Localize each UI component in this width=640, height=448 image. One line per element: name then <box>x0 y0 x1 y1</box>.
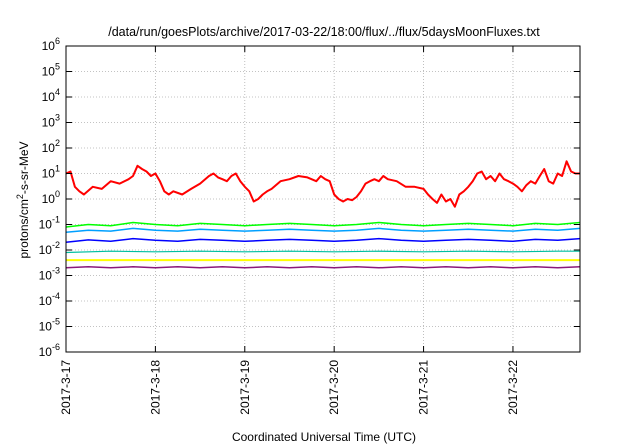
y-tick-label-exp: -2 <box>52 240 60 250</box>
axis-tick-labels: 10610510410310210110010-110-210-310-410-… <box>39 36 520 415</box>
y-tick-label-exp: -5 <box>52 317 60 327</box>
axis-ticks <box>65 45 580 353</box>
series-lines <box>65 160 581 269</box>
y-tick-label-base: 10 <box>39 345 53 359</box>
y-tick-label-exp: 1 <box>55 164 60 174</box>
y-tick-label: 102 <box>42 138 60 155</box>
y-tick-label-base: 10 <box>42 141 56 155</box>
y-tick-label-base: 10 <box>39 243 53 257</box>
y-tick-label: 103 <box>42 113 60 130</box>
y-tick-label: 106 <box>42 36 60 53</box>
y-tick-label: 101 <box>42 164 60 181</box>
series-line-4 <box>65 250 580 254</box>
y-tick-label: 10-2 <box>39 240 60 257</box>
x-tick-label: 2017-3-20 <box>327 360 341 415</box>
y-tick-label-base: 10 <box>39 294 53 308</box>
series-line-6 <box>65 266 581 269</box>
y-tick-label-base: 10 <box>42 39 56 53</box>
y-tick-label-exp: -6 <box>52 342 60 352</box>
y-tick-label-exp: 2 <box>55 138 60 148</box>
y-tick-label-exp: 3 <box>55 113 60 123</box>
y-tick-label-base: 10 <box>39 320 53 334</box>
y-tick-label: 10-1 <box>39 215 60 232</box>
y-tick-label: 105 <box>42 62 60 79</box>
y-tick-label-base: 10 <box>42 167 56 181</box>
y-tick-label-base: 10 <box>39 269 53 283</box>
y-tick-label-exp: -4 <box>52 291 60 301</box>
y-tick-label: 10-5 <box>39 317 60 334</box>
y-tick-label: 10-6 <box>39 342 60 359</box>
series-line-1 <box>65 221 581 228</box>
series-line-3 <box>65 237 581 244</box>
y-tick-label-exp: 0 <box>55 189 60 199</box>
y-tick-label-base: 10 <box>39 218 53 232</box>
y-axis-label-base: protons/cm <box>17 199 31 258</box>
y-tick-label: 100 <box>42 189 60 206</box>
y-tick-label-exp: 5 <box>55 62 60 72</box>
x-tick-label: 2017-3-22 <box>506 360 520 415</box>
plot-frame <box>65 45 581 353</box>
series-line-2 <box>65 227 581 233</box>
x-tick-label: 2017-3-19 <box>238 360 252 415</box>
y-axis-label-sup: 2 <box>15 194 25 199</box>
x-tick-label: 2017-3-18 <box>148 360 162 415</box>
y-tick-label: 10-3 <box>39 266 60 283</box>
x-axis-label: Coordinated Universal Time (UTC) <box>232 430 416 444</box>
y-tick-label-base: 10 <box>42 116 56 130</box>
x-tick-label: 2017-3-21 <box>417 360 431 415</box>
grid <box>65 46 580 352</box>
y-axis-label-rest: -s-sr-MeV <box>17 141 31 194</box>
x-tick-label: 2017-3-17 <box>59 360 73 415</box>
chart-title: /data/run/goesPlots/archive/2017-03-22/1… <box>108 25 540 39</box>
y-tick-label-base: 10 <box>42 90 56 104</box>
y-tick-label-base: 10 <box>42 65 56 79</box>
y-tick-label-exp: 4 <box>55 87 60 97</box>
y-tick-label-exp: -1 <box>52 215 60 225</box>
y-tick-label-base: 10 <box>42 192 56 206</box>
y-tick-label-exp: -3 <box>52 266 60 276</box>
series-line-0 <box>65 160 580 208</box>
y-tick-label: 104 <box>42 87 60 104</box>
y-tick-label: 10-4 <box>39 291 60 308</box>
y-tick-label-exp: 6 <box>55 36 60 46</box>
y-axis-label: protons/cm2-s-sr-MeV <box>15 141 31 258</box>
